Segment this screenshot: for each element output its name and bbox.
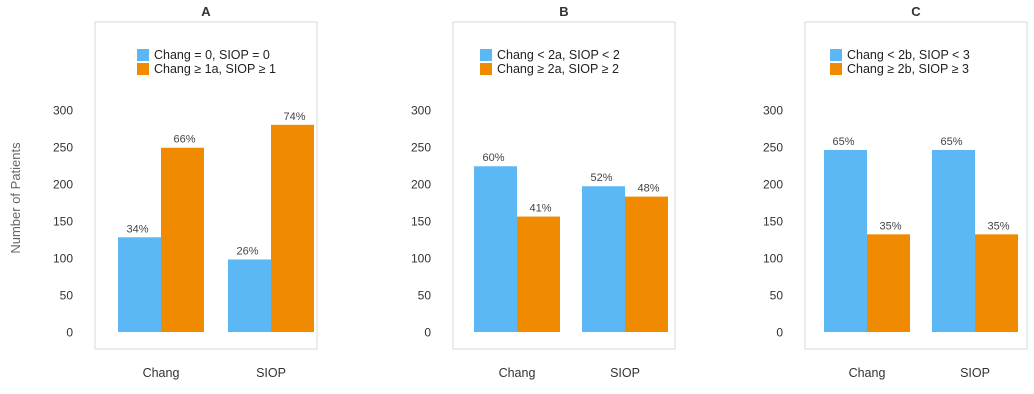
y-tick-label: 50: [770, 289, 784, 303]
y-tick-label: 0: [424, 326, 431, 340]
bar: [161, 147, 204, 332]
legend-entry: Chang < 2b, SIOP < 3: [847, 48, 970, 62]
legend-entry: Chang = 0, SIOP = 0: [154, 48, 270, 62]
bar: [625, 196, 668, 332]
legend-entry: Chang ≥ 2a, SIOP ≥ 2: [497, 62, 619, 76]
data-label: 65%: [832, 136, 854, 148]
y-tick-label: 150: [411, 215, 431, 229]
bar: [271, 124, 314, 332]
y-tick-label: 200: [763, 178, 783, 192]
y-tick-label: 50: [418, 289, 432, 303]
x-tick-label: Chang: [143, 366, 180, 380]
legend-entry: Chang ≥ 2b, SIOP ≥ 3: [847, 62, 969, 76]
data-label: 65%: [940, 136, 962, 148]
x-tick-label: SIOP: [960, 366, 990, 380]
y-tick-label: 0: [776, 326, 783, 340]
y-tick-label: 250: [763, 141, 783, 155]
data-label: 60%: [482, 152, 504, 164]
chart-title: A: [201, 4, 211, 19]
y-tick-label: 200: [411, 178, 431, 192]
data-label: 26%: [236, 245, 258, 257]
legend-swatch: [830, 63, 842, 75]
x-tick-label: Chang: [849, 366, 886, 380]
data-label: 35%: [879, 220, 901, 232]
bar: [474, 166, 517, 332]
x-tick-label: Chang: [499, 366, 536, 380]
legend-swatch: [137, 49, 149, 61]
y-tick-label: 0: [66, 326, 73, 340]
legend-swatch: [480, 63, 492, 75]
y-axis-label: Number of Patients: [8, 142, 23, 254]
y-tick-label: 100: [411, 252, 431, 266]
y-tick-label: 250: [53, 141, 73, 155]
data-label: 48%: [637, 183, 659, 195]
chart-title: B: [559, 4, 568, 19]
x-tick-label: SIOP: [256, 366, 286, 380]
y-tick-label: 250: [411, 141, 431, 155]
y-tick-label: 150: [53, 215, 73, 229]
x-tick-label: SIOP: [610, 366, 640, 380]
legend-swatch: [137, 63, 149, 75]
data-label: 41%: [529, 203, 551, 215]
chart-title: C: [911, 4, 921, 19]
bar: [517, 216, 560, 332]
legend-entry: Chang ≥ 1a, SIOP ≥ 1: [154, 62, 276, 76]
legend-entry: Chang < 2a, SIOP < 2: [497, 48, 620, 62]
y-tick-label: 200: [53, 178, 73, 192]
data-label: 66%: [173, 134, 195, 146]
bar: [118, 237, 161, 332]
legend-swatch: [480, 49, 492, 61]
bar: [932, 149, 975, 332]
bar: [867, 234, 910, 332]
y-tick-label: 100: [53, 252, 73, 266]
y-tick-label: 300: [763, 104, 783, 118]
bar: [228, 259, 271, 332]
data-label: 52%: [590, 172, 612, 184]
chart-panel-b: B 0 50 100 150 200 250 300 60% 41% Chang 52% 48% SIOP…: [411, 4, 676, 380]
data-label: 74%: [283, 111, 305, 123]
y-tick-label: 150: [763, 215, 783, 229]
y-tick-label: 300: [411, 104, 431, 118]
data-label: 34%: [126, 223, 148, 235]
y-tick-label: 300: [53, 104, 73, 118]
chart-panel-c: C 0 50 100 150 200 250 300 65% 35% Chang 65% 35% SIOP…: [763, 4, 1028, 380]
y-tick-label: 50: [60, 289, 74, 303]
bar: [975, 234, 1018, 332]
data-label: 35%: [987, 220, 1009, 232]
y-tick-label: 100: [763, 252, 783, 266]
bar: [582, 186, 625, 332]
chart-panel-a: A 0 50 100 150 200 250 300 34% 66% Chang 26% 74% SIOP…: [53, 4, 318, 380]
legend-swatch: [830, 49, 842, 61]
bar: [824, 149, 867, 332]
